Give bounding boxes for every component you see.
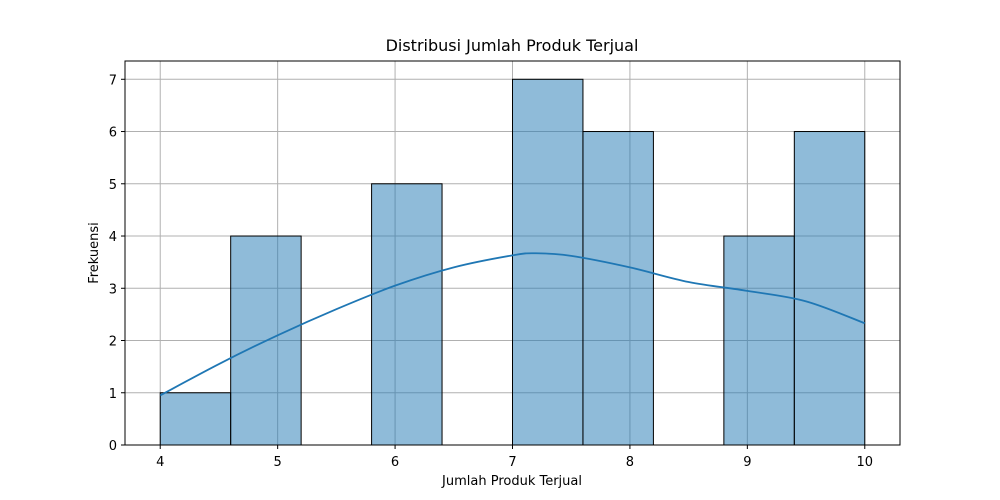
y-tick-label: 4 xyxy=(109,230,117,245)
histogram-bars xyxy=(160,79,865,445)
histogram-bar xyxy=(513,79,583,445)
y-tick-label: 2 xyxy=(109,335,117,350)
x-tick-label: 7 xyxy=(508,455,516,470)
x-axis-label: Jumlah Produk Terjual xyxy=(441,474,582,489)
x-tick-label: 5 xyxy=(274,455,282,470)
x-tick-label: 6 xyxy=(391,455,399,470)
x-tick-label: 8 xyxy=(626,455,634,470)
histogram-bar xyxy=(160,393,230,445)
y-tick-label: 6 xyxy=(109,126,117,141)
x-tick-label: 10 xyxy=(856,455,873,470)
y-tick-label: 0 xyxy=(109,439,117,454)
y-tick-label: 5 xyxy=(109,178,117,193)
histogram-bar xyxy=(372,184,442,445)
x-tick-label: 4 xyxy=(156,455,164,470)
chart-title: Distribusi Jumlah Produk Terjual xyxy=(386,36,639,55)
y-tick-label: 1 xyxy=(109,387,117,402)
y-axis-label: Frekuensi xyxy=(87,222,102,284)
histogram-bar xyxy=(724,236,794,445)
y-tick-label: 7 xyxy=(109,73,117,88)
histogram-bar xyxy=(794,132,864,445)
y-tick-label: 3 xyxy=(109,282,117,297)
x-tick-label: 9 xyxy=(743,455,751,470)
histogram-bar xyxy=(583,132,653,445)
